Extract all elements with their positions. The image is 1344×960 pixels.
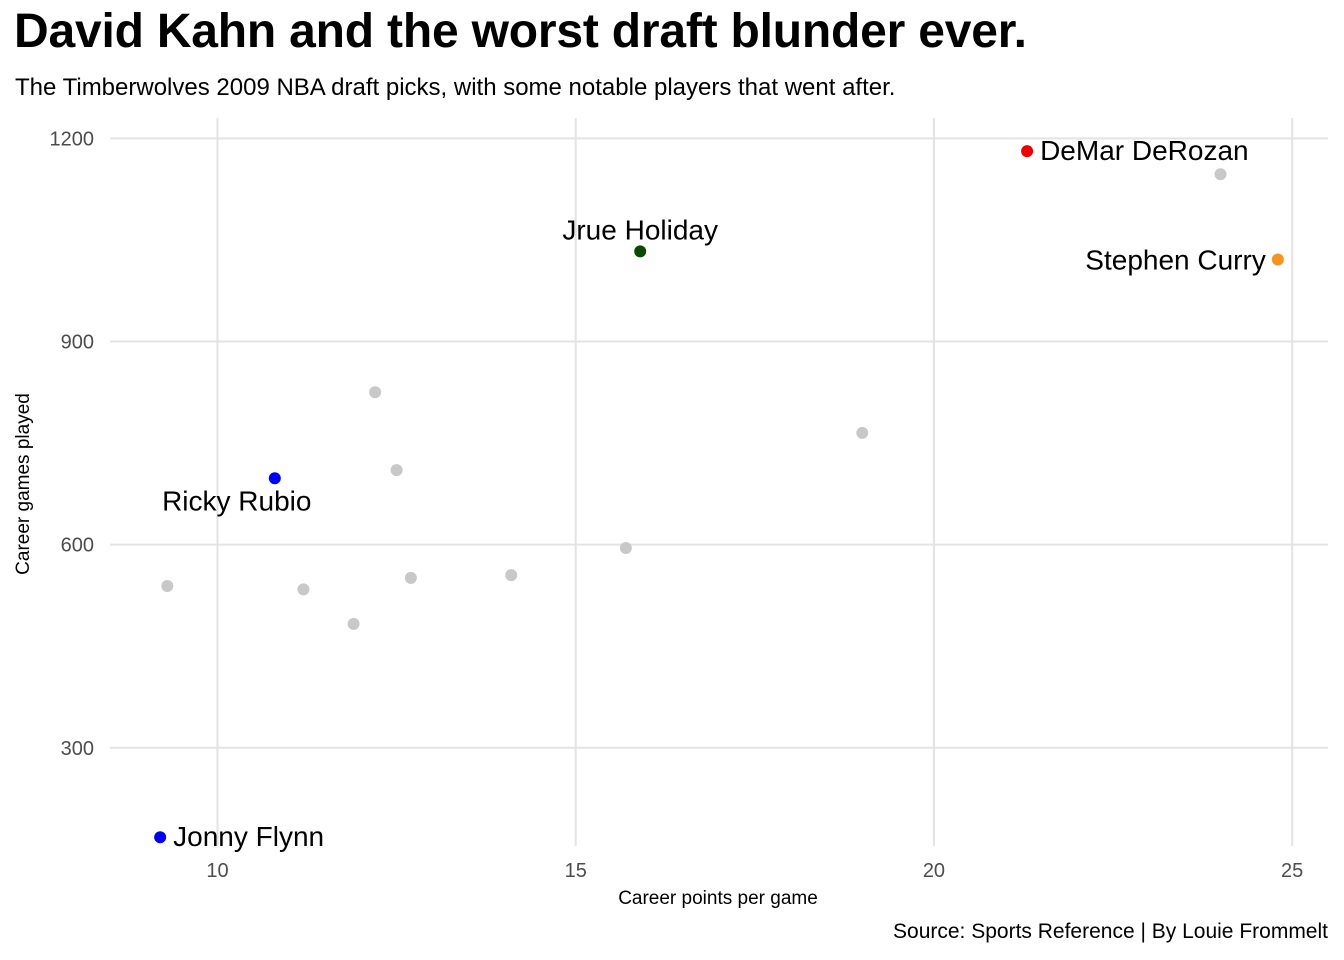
point-other-player [856, 426, 869, 439]
y-axis-label: Career games played [13, 393, 34, 575]
point-stephen-curry [1271, 253, 1284, 266]
x-tick-label: 15 [565, 860, 587, 882]
point-label: Jrue Holiday [562, 214, 718, 245]
source-caption: Source: Sports Reference | By Louie From… [893, 920, 1328, 943]
x-tick-label: 25 [1281, 860, 1303, 882]
point-other-player [404, 571, 417, 584]
y-tick-label: 1200 [50, 128, 95, 150]
point-jonny-flynn [154, 831, 167, 844]
point-demar-derozan [1021, 145, 1034, 158]
point-jrue-holiday [634, 245, 647, 258]
x-axis-label: Career points per game [618, 888, 818, 909]
y-tick-label: 900 [61, 331, 94, 353]
chart-title: David Kahn and the worst draft blunder e… [14, 5, 1027, 58]
point-labels: Jonny Flynn Ricky Rubio Jrue Holiday DeMar … [162, 135, 1266, 852]
point-other-player [161, 579, 174, 592]
point-other-player [369, 386, 382, 399]
point-label: Stephen Curry [1085, 245, 1266, 276]
point-other-player [1214, 168, 1227, 181]
point-other-player [619, 542, 632, 555]
point-label: DeMar DeRozan [1040, 135, 1249, 166]
point-other-player [347, 617, 360, 630]
point-label: Jonny Flynn [173, 821, 324, 852]
grid-lines [110, 118, 1328, 846]
data-points [154, 145, 1284, 844]
chart-subtitle: The Timberwolves 2009 NBA draft picks, w… [15, 74, 896, 101]
point-ricky-rubio [268, 472, 281, 485]
x-tick-label: 20 [923, 860, 945, 882]
x-tick-label: 10 [206, 860, 228, 882]
tick-labels: 10 15 20 25 300 600 900 1200 [50, 128, 1304, 882]
point-label: Ricky Rubio [162, 485, 311, 516]
point-other-player [505, 569, 518, 582]
y-tick-label: 300 [61, 738, 94, 760]
point-other-player [297, 583, 310, 596]
point-other-player [390, 464, 403, 477]
y-tick-label: 600 [61, 535, 94, 557]
